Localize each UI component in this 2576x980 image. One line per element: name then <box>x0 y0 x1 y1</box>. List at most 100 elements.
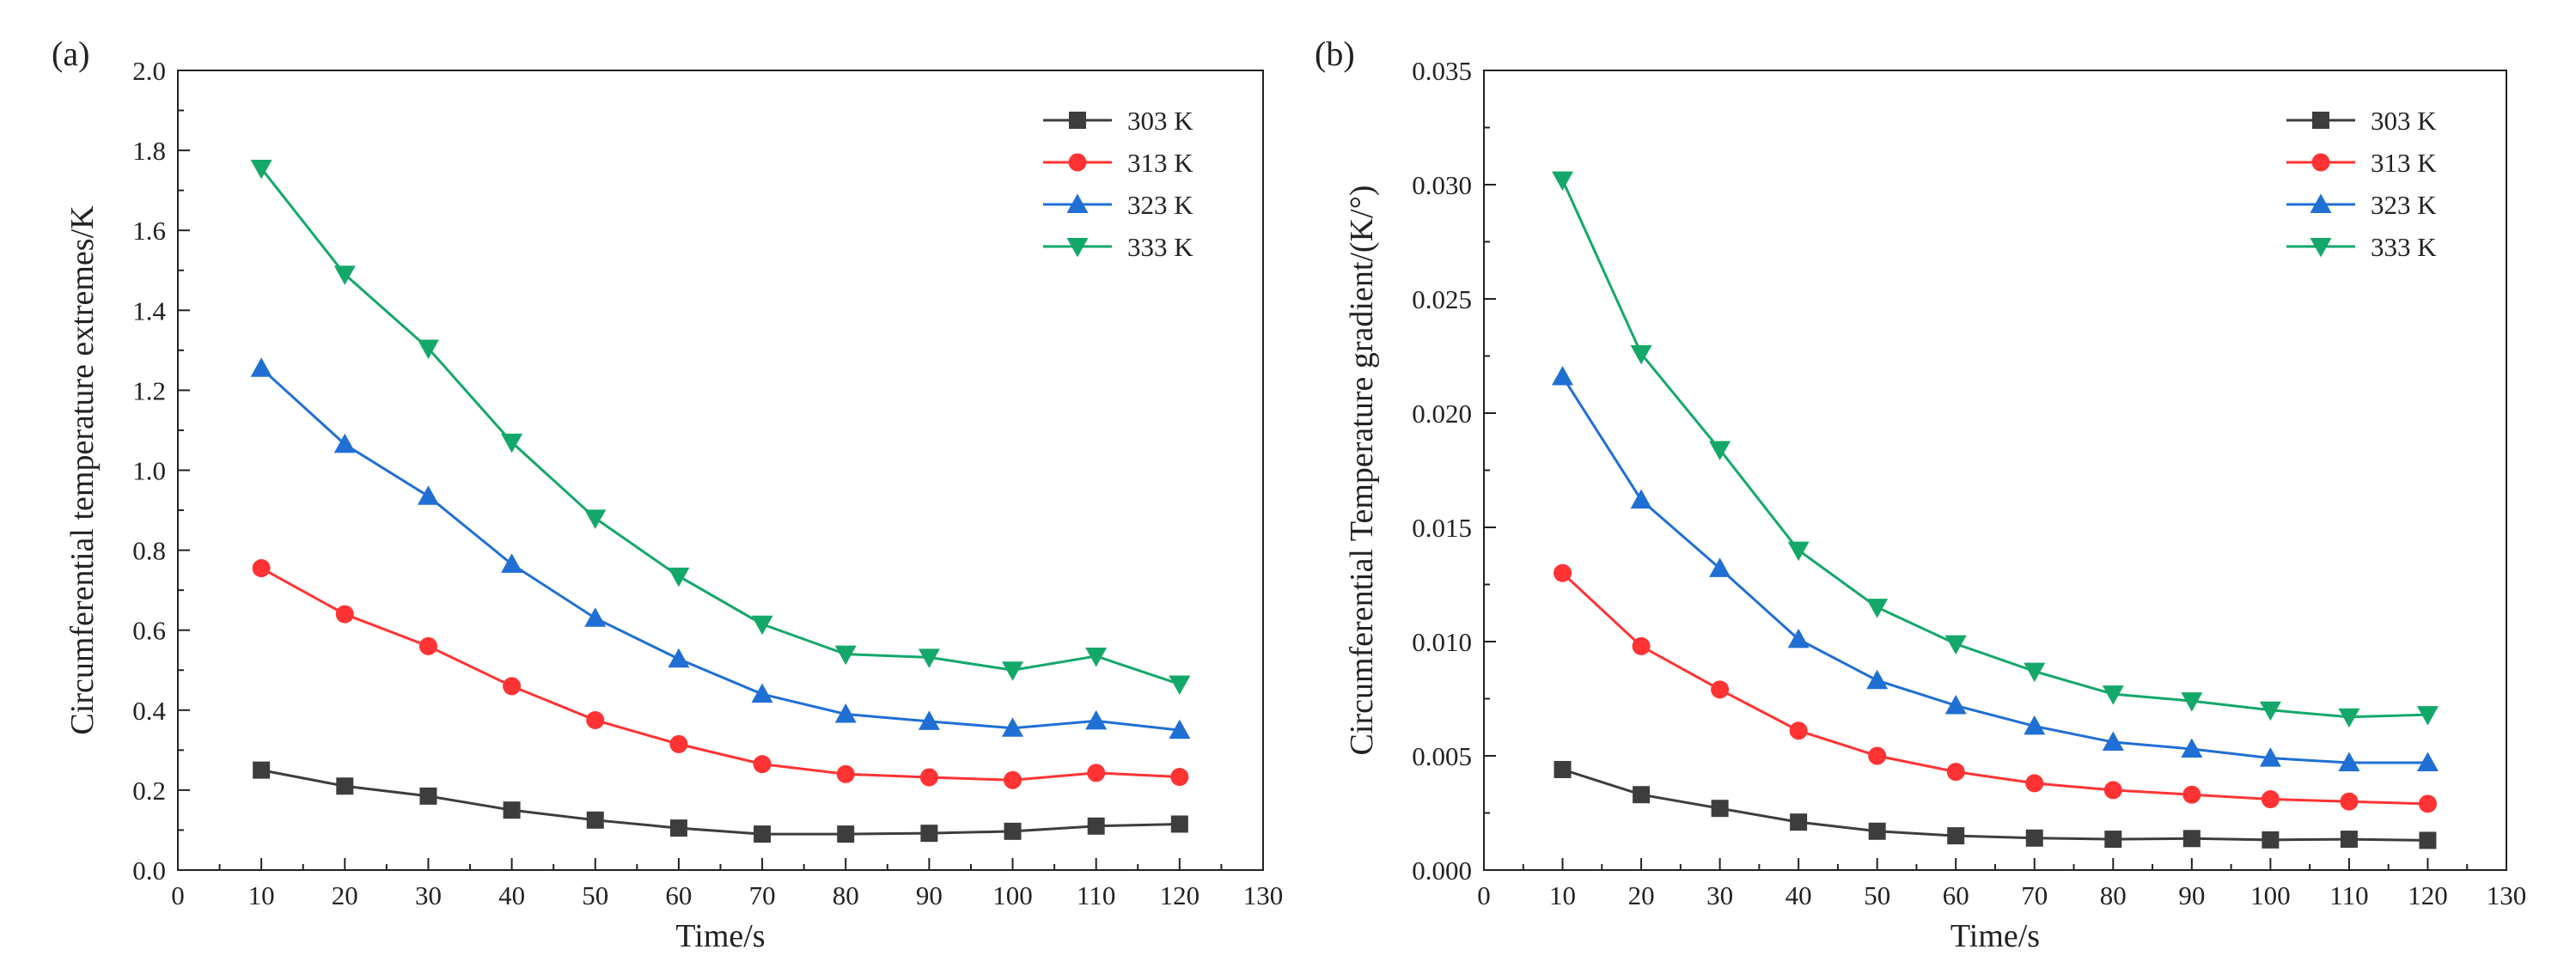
plot-frame <box>1483 70 2507 871</box>
x-tick-label: 130 <box>2487 880 2527 910</box>
legend-label: 333 K <box>1127 232 1193 262</box>
data-point <box>2259 701 2281 721</box>
data-point <box>669 734 688 753</box>
data-point <box>2025 829 2043 847</box>
data-point <box>2416 706 2439 726</box>
legend-label: 313 K <box>2371 148 2437 178</box>
legend-label: 323 K <box>1127 190 1193 220</box>
y-tick-label: 0.030 <box>1412 170 1472 200</box>
data-point <box>333 265 356 285</box>
data-point <box>1946 763 1965 782</box>
data-point <box>2340 831 2358 849</box>
data-point <box>1866 599 1889 618</box>
data-point <box>1633 786 1651 804</box>
x-tick-label: 0 <box>1477 880 1491 910</box>
data-point <box>754 825 772 843</box>
data-point <box>2340 792 2359 811</box>
x-tick-label: 110 <box>2329 880 2368 910</box>
y-tick-label: 1.8 <box>132 136 166 166</box>
data-point <box>1789 721 1808 740</box>
data-point <box>418 636 437 655</box>
data-point <box>1169 719 1191 740</box>
data-point <box>252 559 271 578</box>
data-point <box>2259 747 2281 767</box>
series-line <box>1561 572 2428 806</box>
data-point <box>1711 680 1730 699</box>
series-line <box>1561 375 2428 764</box>
data-point <box>1085 647 1108 667</box>
data-point <box>417 339 439 360</box>
data-point <box>668 648 690 668</box>
data-point <box>2103 781 2122 800</box>
x-axis-title: Time/s <box>1950 918 2040 954</box>
y-tick-label: 2.0 <box>132 56 166 86</box>
x-tick-label: 40 <box>1785 880 1812 910</box>
y-axis-title: Circumferential temperature extremes/K <box>64 205 101 735</box>
data-point <box>837 825 855 843</box>
series-333k <box>1552 171 2439 728</box>
x-tick-label: 50 <box>1864 880 1890 910</box>
data-point <box>1947 827 1965 845</box>
legend-item: 333 K <box>1043 232 1193 262</box>
data-point <box>2024 662 2046 683</box>
x-tick-label: 100 <box>2250 880 2291 910</box>
data-point <box>250 357 272 377</box>
x-tick-label: 100 <box>992 880 1033 910</box>
legend-label: 333 K <box>2371 232 2437 262</box>
data-point <box>503 801 521 819</box>
x-tick-label: 40 <box>498 880 525 910</box>
data-point <box>2102 685 2124 705</box>
data-point <box>918 648 940 668</box>
series-313k <box>1554 563 2437 813</box>
series-line <box>260 567 1180 782</box>
data-point <box>1790 813 1808 831</box>
series-323k <box>250 357 1191 740</box>
data-point <box>753 755 772 774</box>
data-point <box>1868 822 1886 840</box>
data-point <box>751 615 773 636</box>
series-323k <box>1552 365 2439 771</box>
y-tick-label: 0.000 <box>1412 855 1472 886</box>
x-tick-label: 10 <box>1549 880 1576 910</box>
series-303k <box>253 761 1188 843</box>
panel-label: (b) <box>1315 34 1355 73</box>
data-point <box>503 677 522 696</box>
data-point <box>336 777 354 795</box>
data-point <box>669 819 687 837</box>
data-point <box>333 433 356 453</box>
legend-item: 333 K <box>2286 232 2437 262</box>
legend-item: 313 K <box>2286 148 2437 178</box>
series-333k <box>250 160 1191 696</box>
legend-label: 303 K <box>1127 106 1193 136</box>
series-303k <box>1554 760 2437 849</box>
data-point <box>1004 770 1022 789</box>
legend-marker <box>2311 153 2330 172</box>
data-point <box>1087 764 1106 782</box>
legend-item: 303 K <box>1043 106 1193 136</box>
x-tick-label: 120 <box>2408 880 2448 910</box>
x-tick-label: 20 <box>332 880 358 910</box>
data-point <box>1868 746 1887 765</box>
y-tick-label: 1.2 <box>132 375 166 405</box>
data-point <box>253 761 271 779</box>
data-point <box>1002 661 1024 681</box>
data-point <box>1711 800 1729 818</box>
x-tick-label: 70 <box>749 880 776 910</box>
panel-a: 0 10 20 30 40 50 60 70 80 90 100 110 120 130 0.0 0.2 0.4… <box>52 34 1283 954</box>
data-point <box>1787 628 1810 648</box>
data-point <box>2024 715 2046 735</box>
data-point <box>2181 738 2203 758</box>
data-point <box>1944 635 1967 655</box>
data-point <box>419 787 437 805</box>
data-point <box>751 683 773 703</box>
data-point <box>1630 489 1652 509</box>
data-point <box>2104 831 2122 849</box>
data-point <box>919 768 938 787</box>
y-tick-label: 0.6 <box>132 616 166 646</box>
y-axis-title: Circumferential Temperature gradient/(K/… <box>1344 186 1380 756</box>
data-point <box>1552 171 1574 192</box>
y-tick-label: 0.015 <box>1412 513 1472 543</box>
x-tick-label: 30 <box>1706 880 1733 910</box>
y-tick-label: 0.0 <box>132 855 166 886</box>
